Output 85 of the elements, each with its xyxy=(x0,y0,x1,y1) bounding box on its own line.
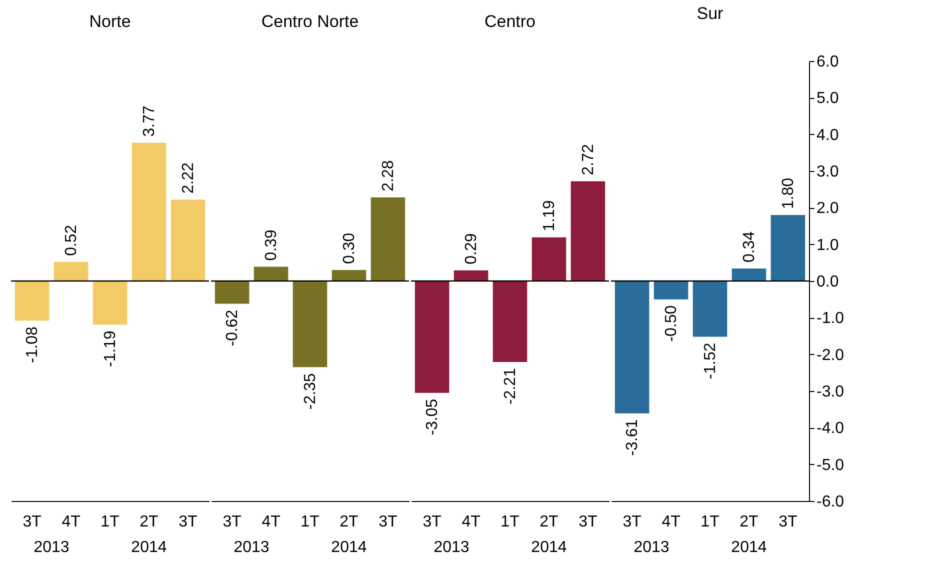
y-tick-label: -5.0 xyxy=(816,456,844,474)
y-tick-label: 1.0 xyxy=(816,236,839,254)
x-tick-label: 3T xyxy=(578,514,598,530)
data-label: 1.19 xyxy=(540,200,558,232)
text: 2013 xyxy=(234,539,270,556)
bar xyxy=(570,181,606,281)
x-tick-label: 1T xyxy=(700,514,720,530)
bar xyxy=(654,281,688,300)
bar xyxy=(292,281,328,368)
y-tick-label: -6.0 xyxy=(816,494,844,510)
x-tick-label: 3T xyxy=(778,514,798,530)
data-label: 0.30 xyxy=(340,232,358,264)
x-tick-label: 4T xyxy=(62,514,81,530)
y-tick-label: 3.0 xyxy=(816,164,839,180)
data-label: 0.29 xyxy=(463,233,480,264)
x-tick-label: 3T xyxy=(222,514,242,530)
data-label: -0.50 xyxy=(663,305,680,342)
x-tick-label: 4T xyxy=(262,514,281,530)
bar xyxy=(254,266,288,281)
bar xyxy=(54,262,88,281)
x-tick-label: 2T xyxy=(140,514,159,530)
x-tick-label: 1T xyxy=(300,514,320,530)
bar xyxy=(492,281,528,362)
data-label: 2.22 xyxy=(180,162,197,194)
x-tick-label: 1T xyxy=(500,514,520,530)
bar xyxy=(414,281,450,393)
data-label: -1.08 xyxy=(24,326,42,364)
data-label: -0.62 xyxy=(224,310,242,346)
x-tick-label: 4T xyxy=(662,514,681,530)
x-tick-label: 2T xyxy=(340,514,359,530)
bar xyxy=(532,237,566,281)
data-label: -2.35 xyxy=(302,373,319,410)
data-label: 2.28 xyxy=(380,160,397,192)
x-tick-label: 2T xyxy=(540,514,559,530)
bar xyxy=(370,197,406,281)
data-label: -1.52 xyxy=(702,342,719,380)
bar xyxy=(14,281,50,321)
data-label: 2.72 xyxy=(580,144,597,176)
bar xyxy=(332,270,366,281)
data-label: -3.61 xyxy=(624,419,642,456)
data-label: 1.80 xyxy=(780,178,797,209)
text: 2014 xyxy=(331,539,367,556)
bar xyxy=(692,281,728,337)
chart-title: Norte xyxy=(89,12,131,31)
bar xyxy=(214,281,250,304)
x-tick-label: 3T xyxy=(422,514,442,530)
bar xyxy=(732,268,766,281)
x-tick-label: 3T xyxy=(378,514,398,530)
data-label: 0.52 xyxy=(63,224,80,256)
x-tick-label: 4T xyxy=(462,514,481,530)
x-tick-label: 3T xyxy=(622,514,642,530)
x-tick-label: 1T xyxy=(100,514,120,530)
bar xyxy=(614,281,650,414)
text: 2014 xyxy=(731,539,767,556)
data-label: 3.77 xyxy=(140,106,158,137)
chart-title: Sur xyxy=(696,4,724,23)
text: 2013 xyxy=(434,539,470,556)
bar xyxy=(770,215,806,281)
chart-title: Centro Norte xyxy=(261,12,359,31)
y-tick-label: 0.0 xyxy=(816,274,839,290)
x-tick-label: 2T xyxy=(740,514,759,530)
data-label: -3.05 xyxy=(424,398,442,436)
data-label: -2.21 xyxy=(502,368,519,404)
bar xyxy=(92,281,128,325)
y-tick-label: 2.0 xyxy=(816,200,839,218)
bar xyxy=(454,270,488,281)
text: 2013 xyxy=(34,539,70,556)
x-tick-label: 3T xyxy=(178,514,198,530)
y-tick-label: -2.0 xyxy=(816,346,844,364)
y-tick-label: -1.0 xyxy=(816,310,844,328)
text: 2014 xyxy=(131,539,167,556)
bar xyxy=(170,200,206,281)
data-label: 0.39 xyxy=(263,229,280,261)
data-label: 0.34 xyxy=(740,231,758,263)
y-tick-label: 6.0 xyxy=(816,54,839,70)
bar xyxy=(132,142,166,281)
y-tick-label: -3.0 xyxy=(816,384,844,400)
data-label: -1.19 xyxy=(102,330,119,368)
y-tick-label: 5.0 xyxy=(816,90,839,108)
chart-title: Centro xyxy=(484,12,536,31)
text: 2013 xyxy=(634,539,670,556)
y-tick-label: -4.0 xyxy=(816,420,844,438)
x-tick-label: 3T xyxy=(22,514,42,530)
y-tick-label: 4.0 xyxy=(816,126,839,144)
text: 2014 xyxy=(531,539,567,556)
